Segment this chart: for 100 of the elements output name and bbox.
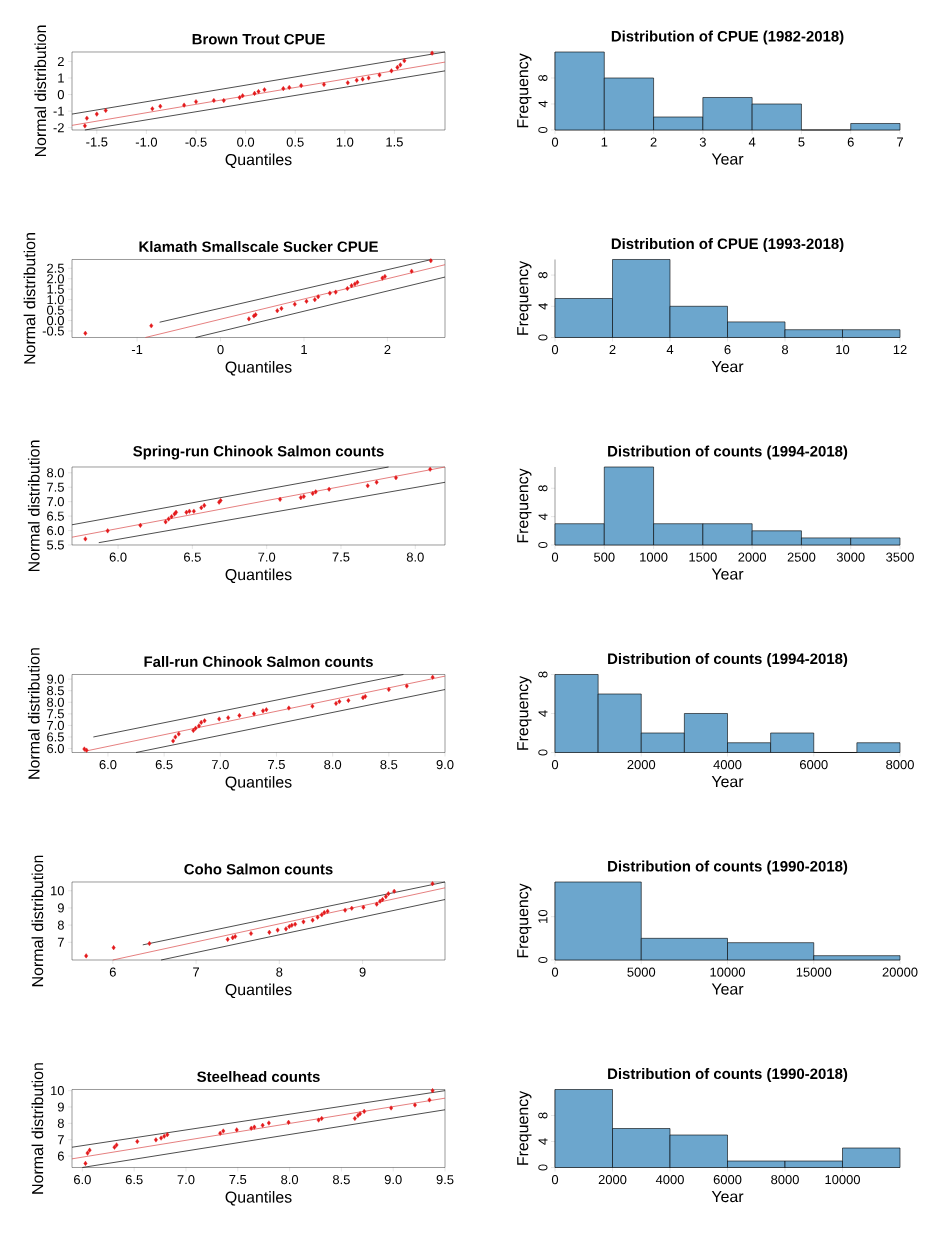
point bbox=[176, 731, 181, 737]
y-tick-label: 4 bbox=[538, 100, 548, 108]
y-tick-label: 8 bbox=[538, 485, 548, 492]
point bbox=[360, 76, 365, 82]
y-tick-label: 7.5 bbox=[47, 709, 64, 719]
point bbox=[322, 81, 326, 87]
point bbox=[301, 919, 306, 925]
x-axis-title: Quantiles bbox=[225, 1191, 292, 1206]
x-axis-title: Year bbox=[711, 1191, 744, 1203]
x-axis-title: Quantiles bbox=[225, 153, 292, 169]
x-tick-label: 7 bbox=[193, 967, 199, 977]
x-tick-label: 8 bbox=[276, 967, 283, 977]
point bbox=[312, 297, 317, 303]
point bbox=[199, 719, 204, 725]
y-axis-title: Frequency bbox=[517, 260, 532, 335]
point bbox=[84, 953, 89, 959]
point bbox=[169, 514, 174, 520]
point bbox=[413, 1102, 417, 1108]
point bbox=[395, 64, 400, 70]
y-axis-title: Frequency bbox=[517, 53, 532, 128]
x-tick-label: 5 bbox=[798, 137, 805, 147]
point bbox=[165, 1132, 170, 1138]
point bbox=[286, 1119, 291, 1125]
x-axis-title: Year bbox=[711, 153, 744, 165]
x-tick-label: 7.5 bbox=[229, 1175, 247, 1185]
y-tick-label: 9.0 bbox=[47, 674, 64, 684]
point bbox=[217, 716, 222, 722]
point bbox=[202, 502, 207, 508]
point bbox=[218, 1130, 223, 1136]
point bbox=[85, 1150, 90, 1156]
point bbox=[163, 519, 168, 525]
point bbox=[249, 931, 253, 937]
y-tick-label: 5.5 bbox=[46, 540, 64, 550]
x-tick-label: 9 bbox=[359, 967, 366, 977]
chart-title: Distribution of counts (1990-2018) bbox=[608, 860, 848, 875]
x-tick-label: 6 bbox=[847, 137, 854, 147]
x-tick-label: 0 bbox=[551, 345, 559, 355]
y-tick-label: 7.0 bbox=[47, 497, 64, 507]
point bbox=[337, 699, 342, 705]
point bbox=[266, 1120, 271, 1126]
x-tick-label: 2 bbox=[384, 345, 391, 355]
x-tick-label: 9.0 bbox=[384, 1175, 402, 1185]
x-axis-title: Year bbox=[711, 983, 744, 995]
y-axis-title: Frequency bbox=[517, 468, 532, 543]
y-tick-label: 7.5 bbox=[47, 482, 64, 492]
point bbox=[149, 323, 154, 329]
chart-title: Coho Salmon counts bbox=[184, 863, 333, 875]
x-axis-title: Quantiles bbox=[225, 776, 292, 791]
point bbox=[345, 286, 350, 292]
point bbox=[383, 273, 387, 279]
x-tick-label: -1.0 bbox=[135, 137, 158, 147]
chart-title: Klamath Smallscale Sucker CPUE bbox=[139, 241, 378, 252]
x-tick-label: 6 bbox=[109, 967, 116, 977]
x-tick-label: 0.0 bbox=[237, 137, 255, 147]
point bbox=[154, 1137, 158, 1143]
point bbox=[278, 496, 282, 502]
point bbox=[386, 687, 391, 693]
x-tick-label: 1 bbox=[301, 345, 307, 354]
y-tick-label: -0.5 bbox=[42, 326, 64, 336]
point bbox=[234, 1127, 239, 1133]
x-tick-label: 4000 bbox=[713, 760, 742, 770]
point bbox=[366, 75, 371, 81]
y-tick-label: 1.5 bbox=[47, 284, 64, 294]
point bbox=[249, 1125, 254, 1131]
point bbox=[202, 718, 207, 724]
x-tick-label: 8000 bbox=[771, 1175, 799, 1185]
point bbox=[94, 111, 99, 117]
point bbox=[322, 910, 327, 916]
x-tick-label: 2 bbox=[609, 345, 616, 355]
x-tick-label: 8 bbox=[781, 345, 789, 355]
x-tick-label: 8.5 bbox=[380, 760, 398, 770]
x-axis-title: Year bbox=[711, 568, 744, 580]
point bbox=[262, 87, 267, 93]
point bbox=[103, 107, 108, 113]
y-tick-label: 8 bbox=[57, 1118, 64, 1128]
y-tick-label: 4 bbox=[538, 303, 548, 310]
y-axis-title: Normal distribution bbox=[31, 1063, 44, 1194]
point bbox=[428, 466, 433, 472]
chart-title: Distribution of CPUE (1993-2018) bbox=[611, 238, 844, 252]
x-tick-label: 6.5 bbox=[125, 1175, 143, 1185]
point bbox=[316, 1117, 321, 1123]
point bbox=[319, 1115, 324, 1121]
y-tick-label: 0.5 bbox=[46, 305, 64, 315]
x-tick-label: 7.5 bbox=[268, 760, 285, 770]
x-tick-label: 15000 bbox=[796, 967, 832, 977]
x-tick-label: 6000 bbox=[800, 760, 828, 770]
x-tick-label: 2000 bbox=[598, 1175, 627, 1185]
y-tick-label: 0 bbox=[538, 749, 548, 756]
point bbox=[427, 1097, 432, 1103]
point bbox=[252, 711, 256, 717]
x-tick-label: 0.5 bbox=[286, 137, 304, 147]
y-tick-label: -1 bbox=[53, 106, 64, 116]
point bbox=[292, 301, 297, 307]
chart-title: Fall-run Chinook Salmon counts bbox=[144, 656, 373, 667]
point bbox=[286, 705, 291, 711]
point bbox=[313, 489, 318, 495]
point bbox=[361, 904, 366, 910]
y-axis-title: Frequency bbox=[517, 675, 532, 750]
point bbox=[430, 674, 435, 680]
y-tick-label: 6.0 bbox=[47, 743, 64, 754]
